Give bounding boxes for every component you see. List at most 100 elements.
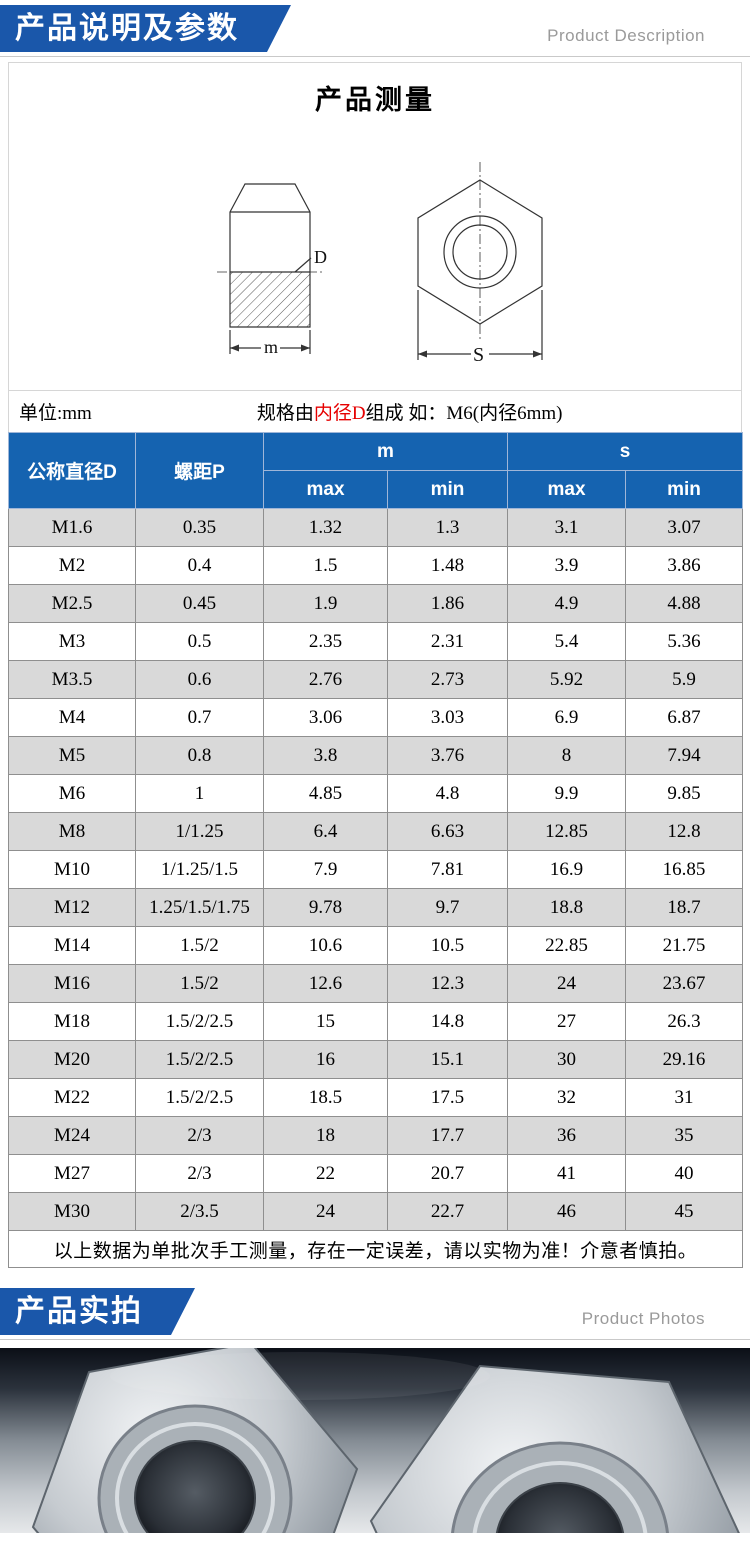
photos-title: 产品实拍 (15, 1295, 143, 1328)
spec-cell: M16 (8, 964, 136, 1003)
spec-cell: 21.75 (624, 926, 744, 965)
spec-cell: 2/3.5 (135, 1192, 264, 1231)
spec-cell: 4.8 (387, 774, 508, 813)
table-note: 以上数据为单批次手工测量，存在一定误差，请以实物为准！介意者慎拍。 (7, 1230, 744, 1268)
spec-cell: M6 (8, 774, 136, 813)
spec-cell: 9.85 (624, 774, 744, 813)
nut-technical-drawing: m D S (217, 162, 543, 366)
spec-cell: M2 (8, 546, 136, 585)
spec-cell: M20 (8, 1040, 136, 1079)
header-group-s: s (506, 432, 744, 471)
spec-prefix: 规格由 (256, 403, 314, 424)
spec-row: M6 1 4.85 4.8 9.9 9.85 (8, 774, 744, 813)
spec-cell: 5.36 (624, 622, 744, 661)
spec-row: M8 1/1.25 6.4 6.63 12.85 12.8 (8, 812, 744, 851)
spec-cell: 18.8 (507, 888, 626, 927)
spec-cell: 18.5 (263, 1078, 388, 1117)
product-photo (0, 1348, 750, 1533)
spec-cell: 23.67 (624, 964, 744, 1003)
spec-cell: 22.7 (387, 1192, 508, 1231)
spec-row: M5 0.8 3.8 3.76 8 7.94 (8, 736, 744, 775)
spec-cell: M1.6 (8, 508, 136, 547)
spec-cell: 2.31 (387, 622, 508, 661)
spec-cell: 24 (263, 1192, 388, 1231)
spec-cell: 29.16 (624, 1040, 744, 1079)
spec-cell: 5.9 (624, 660, 744, 699)
spec-cell: 45 (624, 1192, 744, 1231)
header-m-min: min (387, 470, 508, 509)
spec-cell: 3.06 (263, 698, 388, 737)
spec-cell: 22 (263, 1154, 388, 1193)
spec-cell: 41 (507, 1154, 626, 1193)
header-m-max: max (263, 470, 388, 509)
spec-cell: 0.5 (135, 622, 264, 661)
spec-row: M18 1.5/2/2.5 15 14.8 27 26.3 (8, 1002, 744, 1041)
spec-cell: 20.7 (387, 1154, 508, 1193)
spec-cell: 1 (135, 774, 264, 813)
spec-row: M3.5 0.6 2.76 2.73 5.92 5.9 (8, 660, 744, 699)
spec-cell: 0.8 (135, 736, 264, 775)
measurement-section: 产品测量 (8, 62, 742, 390)
dim-label-m: m (264, 337, 278, 357)
header-s-max: max (507, 470, 626, 509)
spec-row: M14 1.5/2 10.6 10.5 22.85 21.75 (8, 926, 744, 965)
spec-cell: M10 (8, 850, 136, 889)
spec-cell: 8 (507, 736, 626, 775)
spec-cell: 9.78 (263, 888, 388, 927)
spec-cell: 1.86 (387, 584, 508, 623)
spec-cell: 1.32 (263, 508, 388, 547)
dim-label-s: S (473, 344, 484, 366)
spec-cell: 7.94 (624, 736, 744, 775)
spec-cell: 3.76 (387, 736, 508, 775)
spec-cell: 1.5/2 (135, 926, 264, 965)
spec-cell: 3.1 (507, 508, 626, 547)
spec-cell: 1.3 (387, 508, 508, 547)
spec-table-body: M1.6 0.35 1.32 1.3 3.1 3.07 M2 0.4 1.5 1.48 3.9 3.8… (8, 508, 744, 1231)
spec-cell: 18 (263, 1116, 388, 1155)
spec-cell: 10.5 (387, 926, 508, 965)
spec-cell: 0.35 (135, 508, 264, 547)
spec-row: M22 1.5/2/2.5 18.5 17.5 32 31 (8, 1078, 744, 1117)
spec-cell: 6.63 (387, 812, 508, 851)
spec-cell: 22.85 (507, 926, 626, 965)
spec-cell: 2.73 (387, 660, 508, 699)
measurement-title: 产品测量 (315, 85, 435, 115)
header-pitch: 螺距P (135, 432, 264, 509)
spec-cell: M14 (8, 926, 136, 965)
spec-cell: 17.5 (387, 1078, 508, 1117)
spec-cell: 1/1.25 (135, 812, 264, 851)
spec-cell: M30 (8, 1192, 136, 1231)
spec-row: M30 2/3.5 24 22.7 46 45 (8, 1192, 744, 1231)
spec-cell: 3.86 (624, 546, 744, 585)
spec-cell: 26.3 (624, 1002, 744, 1041)
spec-cell: 16.9 (507, 850, 626, 889)
spec-cell: 1.9 (263, 584, 388, 623)
spec-cell: 0.6 (135, 660, 264, 699)
spec-cell: 1.5 (263, 546, 388, 585)
spec-cell: 10.6 (263, 926, 388, 965)
spec-cell: 15.1 (387, 1040, 508, 1079)
spec-cell: 4.9 (507, 584, 626, 623)
spec-cell: 0.7 (135, 698, 264, 737)
spec-cell: 12.3 (387, 964, 508, 1003)
description-subtitle-en: Product Description (547, 26, 705, 45)
spec-cell: 5.92 (507, 660, 626, 699)
spec-row: M12 1.25/1.5/1.75 9.78 9.7 18.8 18.7 (8, 888, 744, 927)
spec-cell: 5.4 (507, 622, 626, 661)
spec-row: M2.5 0.45 1.9 1.86 4.9 4.88 (8, 584, 744, 623)
description-banner: 产品说明及参数 (0, 5, 291, 52)
spec-cell: 1.48 (387, 546, 508, 585)
hex-nut-left (31, 1348, 359, 1533)
photos-section-header: 产品实拍 Product Photos (0, 1278, 750, 1340)
spec-cell: M2.5 (8, 584, 136, 623)
spec-row: M20 1.5/2/2.5 16 15.1 30 29.16 (8, 1040, 744, 1079)
spec-cell: 2/3 (135, 1154, 264, 1193)
spec-cell: M4 (8, 698, 136, 737)
description-section-header: 产品说明及参数 Product Description (0, 0, 750, 57)
spec-cell: 7.81 (387, 850, 508, 889)
spec-row: M10 1/1.25/1.5 7.9 7.81 16.9 16.85 (8, 850, 744, 889)
spec-cell: 0.45 (135, 584, 264, 623)
spec-cell: 24 (507, 964, 626, 1003)
spec-cell: 17.7 (387, 1116, 508, 1155)
